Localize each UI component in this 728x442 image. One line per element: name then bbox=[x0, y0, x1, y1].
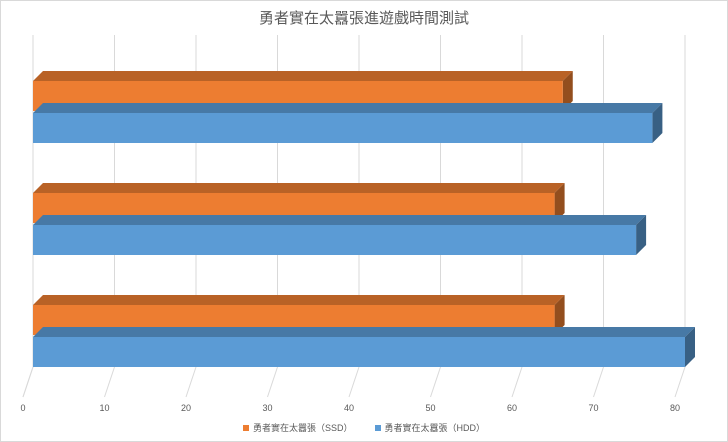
x-tick-label-70: 70 bbox=[588, 403, 598, 413]
bar-side-0-1 bbox=[554, 183, 565, 223]
x-tick-label-40: 40 bbox=[344, 403, 354, 413]
bar-top-0-0 bbox=[33, 71, 573, 81]
bar-top-1-1 bbox=[33, 215, 647, 225]
legend-label-hdd: 勇者實在太囂張（HDD） bbox=[384, 423, 486, 433]
bar-1-1 bbox=[33, 225, 637, 255]
floor-grid-10 bbox=[104, 366, 115, 398]
chart-legend: 勇者實在太囂張（SSD） 勇者實在太囂張（HDD） bbox=[1, 421, 727, 434]
bar-side-0-2 bbox=[554, 295, 565, 335]
floor-grid-40 bbox=[348, 366, 360, 398]
x-tick-label-10: 10 bbox=[99, 403, 109, 413]
bar-top-1-2 bbox=[33, 327, 695, 337]
bar-side-0-0 bbox=[562, 71, 573, 111]
x-tick-label-0: 0 bbox=[20, 403, 25, 413]
chart-title: 勇者實在太囂張進遊戲時間測試 bbox=[258, 10, 469, 27]
legend-swatch-ssd bbox=[242, 424, 249, 431]
x-tick-label-30: 30 bbox=[262, 403, 272, 413]
bar-1-0 bbox=[33, 113, 653, 143]
bar-side-1-0 bbox=[652, 103, 663, 143]
legend-label-ssd: 勇者實在太囂張（SSD） bbox=[252, 423, 353, 433]
bar-top-0-1 bbox=[33, 183, 565, 193]
floor-grid-80 bbox=[674, 366, 686, 398]
legend-item-hdd: 勇者實在太囂張（HDD） bbox=[374, 421, 486, 434]
x-tick-label-50: 50 bbox=[425, 403, 435, 413]
floor-grid-60 bbox=[511, 366, 523, 398]
chart-plot-area: 0 10 20 30 40 50 60 70 80 bbox=[20, 35, 695, 413]
bar-side-1-1 bbox=[636, 215, 647, 255]
bar-top-0-2 bbox=[33, 295, 565, 305]
x-tick-label-20: 20 bbox=[181, 403, 191, 413]
floor-grid-30 bbox=[267, 366, 278, 398]
legend-swatch-hdd bbox=[374, 424, 381, 431]
floor-grid-0 bbox=[22, 366, 34, 398]
legend-item-ssd: 勇者實在太囂張（SSD） bbox=[242, 421, 353, 434]
floor-grid-70 bbox=[593, 366, 604, 398]
bar-top-1-0 bbox=[33, 103, 663, 113]
x-tick-label-80: 80 bbox=[670, 403, 680, 413]
bar-1-2 bbox=[33, 337, 685, 367]
bar-side-1-2 bbox=[685, 327, 695, 367]
x-tick-label-60: 60 bbox=[507, 403, 517, 413]
floor-grid-50 bbox=[430, 366, 441, 398]
floor-grid-20 bbox=[185, 366, 197, 398]
